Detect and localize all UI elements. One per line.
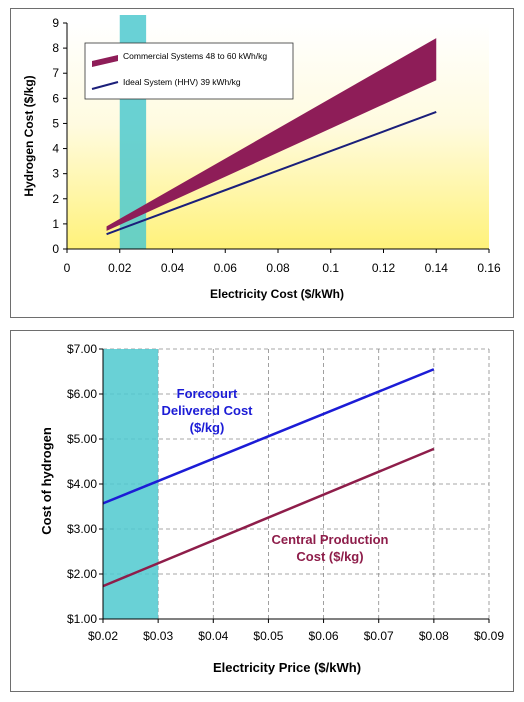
y-tick-label: $2.00 — [67, 567, 97, 581]
y-tick-label: 6 — [52, 91, 59, 105]
hydrogen-cost-price-chart-panel: $0.02 $0.03 $0.04 $0.05 $0.06 $0.07 $0.08 $0.09… — [10, 330, 514, 692]
hydrogen-cost-chart: 0 0.02 0.04 0.06 0.08 0.1 0.12 0.14 0.16 0 1 2 3 4 5 6 7… — [22, 15, 501, 301]
annotation-forecourt-line1: Forecourt — [177, 386, 238, 401]
y-tick-label: $6.00 — [67, 387, 97, 401]
series-central-production-line — [102, 447, 435, 588]
legend-band-swatch — [92, 55, 118, 67]
y-tick-label: $4.00 — [67, 477, 97, 491]
y-tick-label: 5 — [52, 116, 59, 130]
x-tick-label: 0 — [64, 261, 71, 275]
x-tick-label: $0.04 — [198, 629, 228, 643]
x-axis-title: Electricity Price ($/kWh) — [213, 660, 361, 675]
annotation-forecourt-line2: Delivered Cost — [161, 403, 253, 418]
hydrogen-cost-price-chart: $0.02 $0.03 $0.04 $0.05 $0.06 $0.07 $0.08 $0.09… — [39, 342, 504, 675]
y-axis-title: Cost of hydrogen — [39, 427, 54, 535]
x-axis-title: Electricity Cost ($/kWh) — [210, 287, 344, 301]
x-tick-label: 0.12 — [372, 261, 396, 275]
annotation-central-line2: Cost ($/kg) — [296, 549, 363, 564]
annotation-central: Central Production Cost ($/kg) — [271, 532, 388, 564]
legend-label-ideal: Ideal System (HHV) 39 kWh/kg — [123, 77, 241, 87]
y-tick-label: 8 — [52, 41, 59, 55]
x-tick-label: $0.08 — [419, 629, 449, 643]
x-tick-label: 0.02 — [108, 261, 132, 275]
y-tick-label: $7.00 — [67, 342, 97, 356]
y-tick-label: $1.00 — [67, 612, 97, 626]
y-tick-label: 2 — [52, 192, 59, 206]
x-tick-label: 0.08 — [266, 261, 290, 275]
legend-line-swatch — [91, 81, 119, 90]
x-tick-label: 0.16 — [477, 261, 501, 275]
y-tick-label: 1 — [52, 217, 59, 231]
y-tick-label: 3 — [52, 167, 59, 181]
series-commercial-systems-band — [106, 38, 437, 231]
x-tick-label: $0.05 — [253, 629, 283, 643]
series-ideal-system-line — [106, 110, 437, 236]
x-tick-label: $0.07 — [364, 629, 394, 643]
x-tick-label: $0.09 — [474, 629, 504, 643]
y-tick-label: 7 — [52, 66, 59, 80]
y-tick-label: $3.00 — [67, 522, 97, 536]
x-tick-label: 0.1 — [322, 261, 339, 275]
legend-label-commercial: Commercial Systems 48 to 60 kWh/kg — [123, 51, 267, 61]
x-tick-label: $0.03 — [143, 629, 173, 643]
x-tick-label: 0.06 — [214, 261, 238, 275]
x-tick-label: 0.04 — [161, 261, 185, 275]
y-tick-label: 4 — [52, 142, 59, 156]
annotation-central-line1: Central Production — [271, 532, 388, 547]
y-axis-title: Hydrogen Cost ($/kg) — [22, 75, 36, 196]
y-tick-label: 9 — [52, 16, 59, 30]
annotation-forecourt-line3: ($/kg) — [190, 420, 225, 435]
y-tick-label: $5.00 — [67, 432, 97, 446]
y-tick-label: 0 — [52, 242, 59, 256]
x-tick-label: $0.06 — [309, 629, 339, 643]
legend: Commercial Systems 48 to 60 kWh/kg Ideal… — [84, 42, 294, 100]
annotation-forecourt: Forecourt Delivered Cost ($/kg) — [161, 386, 253, 435]
series-forecourt-delivered-line — [102, 368, 435, 505]
x-tick-label: 0.14 — [425, 261, 449, 275]
x-tick-label: $0.02 — [88, 629, 118, 643]
hydrogen-cost-chart-panel: 0 0.02 0.04 0.06 0.08 0.1 0.12 0.14 0.16 0 1 2 3 4 5 6 7… — [10, 8, 514, 318]
